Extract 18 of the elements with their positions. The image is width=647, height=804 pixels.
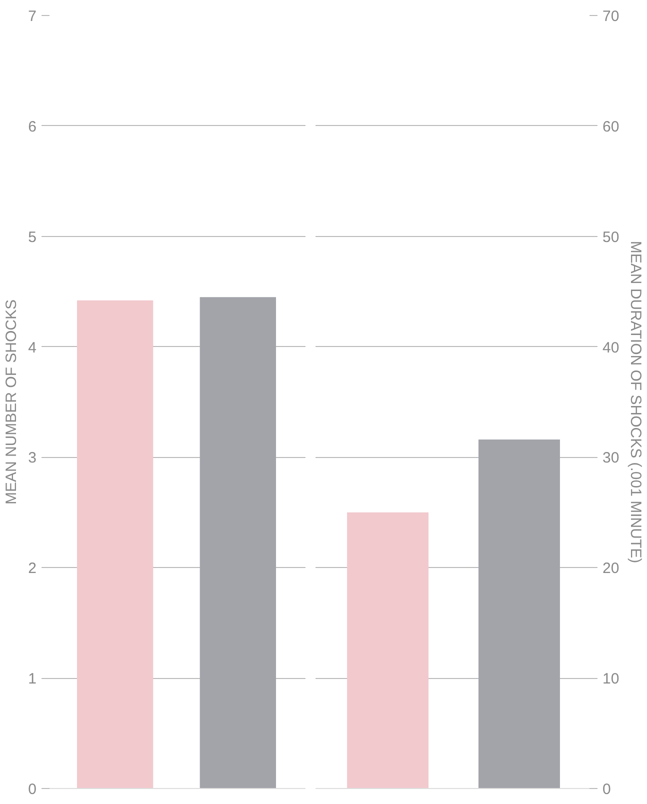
y-tick-label: 60 [602,118,620,136]
y-tick-label: 40 [602,339,620,356]
y-axis-title: MEAN DURATION OF SHOCKS (.001 MINUTE) [627,240,644,564]
y-tick-label: 1 [28,670,36,688]
y-tick-label: 10 [602,670,620,688]
y-tick-label: 5 [28,228,36,246]
y-tick-label: 0 [602,781,611,798]
y-tick-label: 70 [602,8,620,25]
y-tick-label: 2 [28,560,36,578]
y-axis-title: MEAN NUMBER OF SHOCKS [3,299,20,505]
y-tick-label: 20 [602,560,620,578]
y-tick-label: 30 [602,450,620,467]
y-tick-label: 4 [28,339,36,356]
y-tick-label: 3 [28,450,36,467]
y-tick-label: 0 [28,781,36,798]
y-tick-label: 50 [602,228,620,246]
y-tick-label: 6 [28,118,36,136]
y-tick-label: 7 [28,8,36,25]
